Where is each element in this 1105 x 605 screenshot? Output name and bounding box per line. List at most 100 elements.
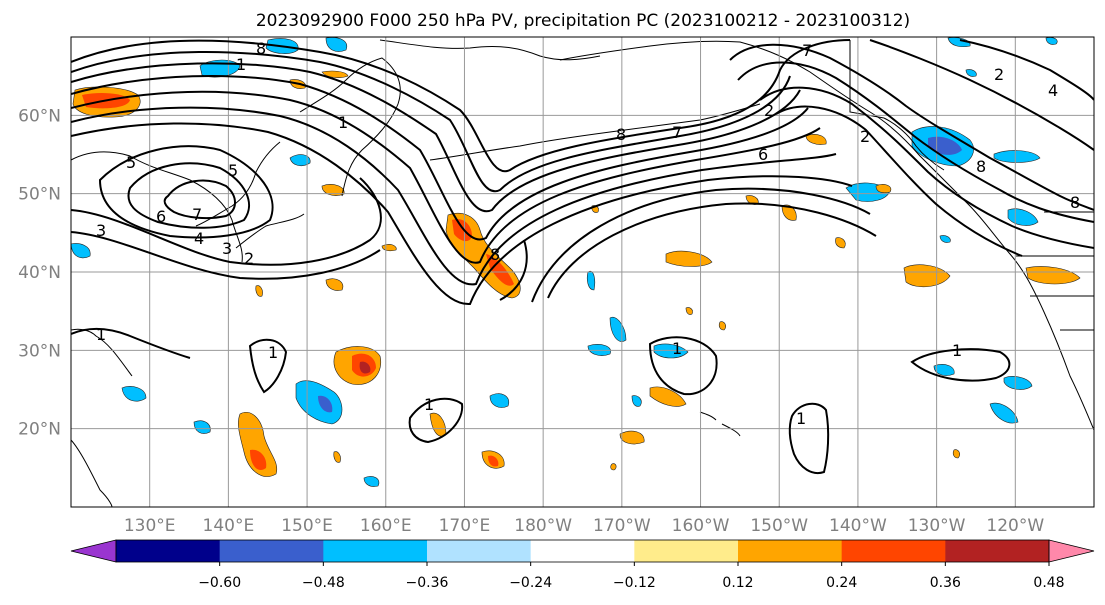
longitude-label: 150°W: [750, 516, 808, 536]
precip-neg-area: [989, 402, 1019, 424]
precip-pos-core: [452, 218, 472, 242]
pv-contour-label: 4: [194, 229, 204, 248]
pv-contour-label: 1: [338, 113, 348, 132]
pv-contour: [71, 328, 191, 359]
longitude-labels: 130°E 140°E 150°E 160°E 170°E 180°W 170°W 160°W…: [124, 516, 1045, 536]
pv-contour: [71, 62, 801, 213]
precip-pos-area: [333, 451, 341, 463]
precip-neg-area: [947, 37, 971, 48]
pv-contour-label: 5: [126, 153, 136, 172]
pv-contour: [531, 187, 871, 303]
longitude-label: 120°W: [986, 516, 1044, 536]
colorbar: −0.60 −0.48 −0.36 −0.24 −0.12 0.12 0.24 0.36 0.4…: [70, 539, 1095, 591]
precip-pos-area: [835, 237, 846, 249]
precip-neg-area: [631, 395, 642, 407]
pv-contour: [499, 239, 528, 301]
pv-contour-label: 8: [976, 157, 986, 176]
pv-contour: [71, 74, 809, 241]
pv-contour: [869, 39, 1094, 151]
pv-contour: [729, 43, 1094, 211]
colorbar-segment: [530, 540, 635, 562]
pv-contour-label: 1: [268, 343, 278, 362]
precip-pos-area: [805, 134, 827, 145]
precip-pos-area: [781, 204, 797, 221]
colorbar-tick-label: 0.36: [930, 575, 961, 591]
colorbar-extend-low: [70, 539, 117, 563]
precip-pos-core: [250, 449, 267, 470]
colorbar-tick-label: 0.48: [1033, 575, 1064, 591]
pv-contour-label: 8: [256, 39, 266, 58]
pv-contour-label: 2: [860, 127, 870, 146]
pv-contour: [408, 397, 464, 444]
precip-neg-area: [993, 150, 1041, 163]
precip-neg-area: [1045, 37, 1058, 45]
colorbar-tick-label: −0.48: [302, 575, 345, 591]
colorbar-tick-label: −0.60: [198, 575, 241, 591]
precip-neg-area: [71, 243, 91, 259]
precip-pos-area: [875, 184, 892, 194]
us-border: [1016, 211, 1094, 331]
pv-contour: [547, 202, 877, 299]
colorbar-extend-high: [1048, 539, 1095, 563]
canada-line: [849, 40, 885, 119]
colorbar-tick-label: −0.36: [406, 575, 449, 591]
pv-contour: [71, 106, 837, 286]
colorbar-segment: [427, 540, 532, 562]
precip-neg-area: [363, 476, 380, 487]
pv-contour: [737, 61, 1094, 223]
precip-pos-area: [649, 386, 687, 407]
colorbar-segment: [323, 540, 428, 562]
precip-pos-area: [718, 321, 726, 331]
pv-contour: [71, 39, 851, 173]
precip-neg-area: [289, 154, 311, 167]
precip-pos-area: [1025, 266, 1081, 285]
longitude-label: 170°W: [593, 516, 651, 536]
precip-pos-area: [619, 430, 645, 445]
pv-contour-label: 3: [222, 239, 232, 258]
latitude-label: 40°N: [18, 263, 61, 283]
pv-contour: [127, 162, 250, 229]
precip-pos-area: [952, 449, 960, 459]
longitude-label: 160°E: [360, 516, 412, 536]
pv-contour: [98, 145, 274, 239]
pv-contour-label: 2: [994, 65, 1004, 84]
longitude-label: 170°E: [439, 516, 491, 536]
longitude-label: 140°E: [203, 516, 255, 536]
pv-contour-label: 1: [796, 409, 806, 428]
pv-contour-label: 8: [616, 125, 626, 144]
pv-contour-label: 6: [758, 145, 768, 164]
pv-contour: [788, 402, 830, 474]
pv-contour-label: 7: [672, 123, 682, 142]
pv-contour: [71, 177, 382, 266]
precip-pos-area: [903, 264, 951, 288]
precip-neg-area: [653, 343, 689, 359]
pv-contour-label: 1: [236, 55, 246, 74]
pv-contour-label: 7: [192, 205, 202, 224]
longitude-label: 180°W: [514, 516, 572, 536]
precip-pos-area: [610, 463, 617, 471]
pv-contour-label: 1: [424, 395, 434, 414]
pv-contours: [71, 39, 1094, 474]
precip-neg-area: [939, 235, 951, 243]
colorbar-segment: [219, 540, 324, 562]
longitude-label: 130°E: [124, 516, 176, 536]
precip-pos-area: [685, 307, 693, 315]
colorbar-segment: [116, 540, 221, 562]
pv-contour-label: 7: [802, 41, 812, 60]
precip-pos-area: [325, 278, 344, 291]
colorbar-segment: [841, 540, 946, 562]
precip-neg-area: [489, 393, 510, 408]
precip-pos-core: [359, 361, 371, 374]
colorbar-tick-label: 0.12: [722, 575, 753, 591]
precip-neg-area: [325, 37, 348, 52]
precip-pos-core: [486, 254, 514, 286]
precip-neg-area: [121, 386, 147, 402]
pv-contour-label: 2: [244, 249, 254, 268]
latitude-label: 60°N: [18, 106, 61, 126]
pv-contour-label: 5: [228, 161, 238, 180]
pv-contour: [775, 105, 1023, 257]
pv-contour-label: 1: [96, 325, 106, 344]
latitude-label: 30°N: [18, 341, 61, 361]
longitude-label: 140°W: [829, 516, 887, 536]
